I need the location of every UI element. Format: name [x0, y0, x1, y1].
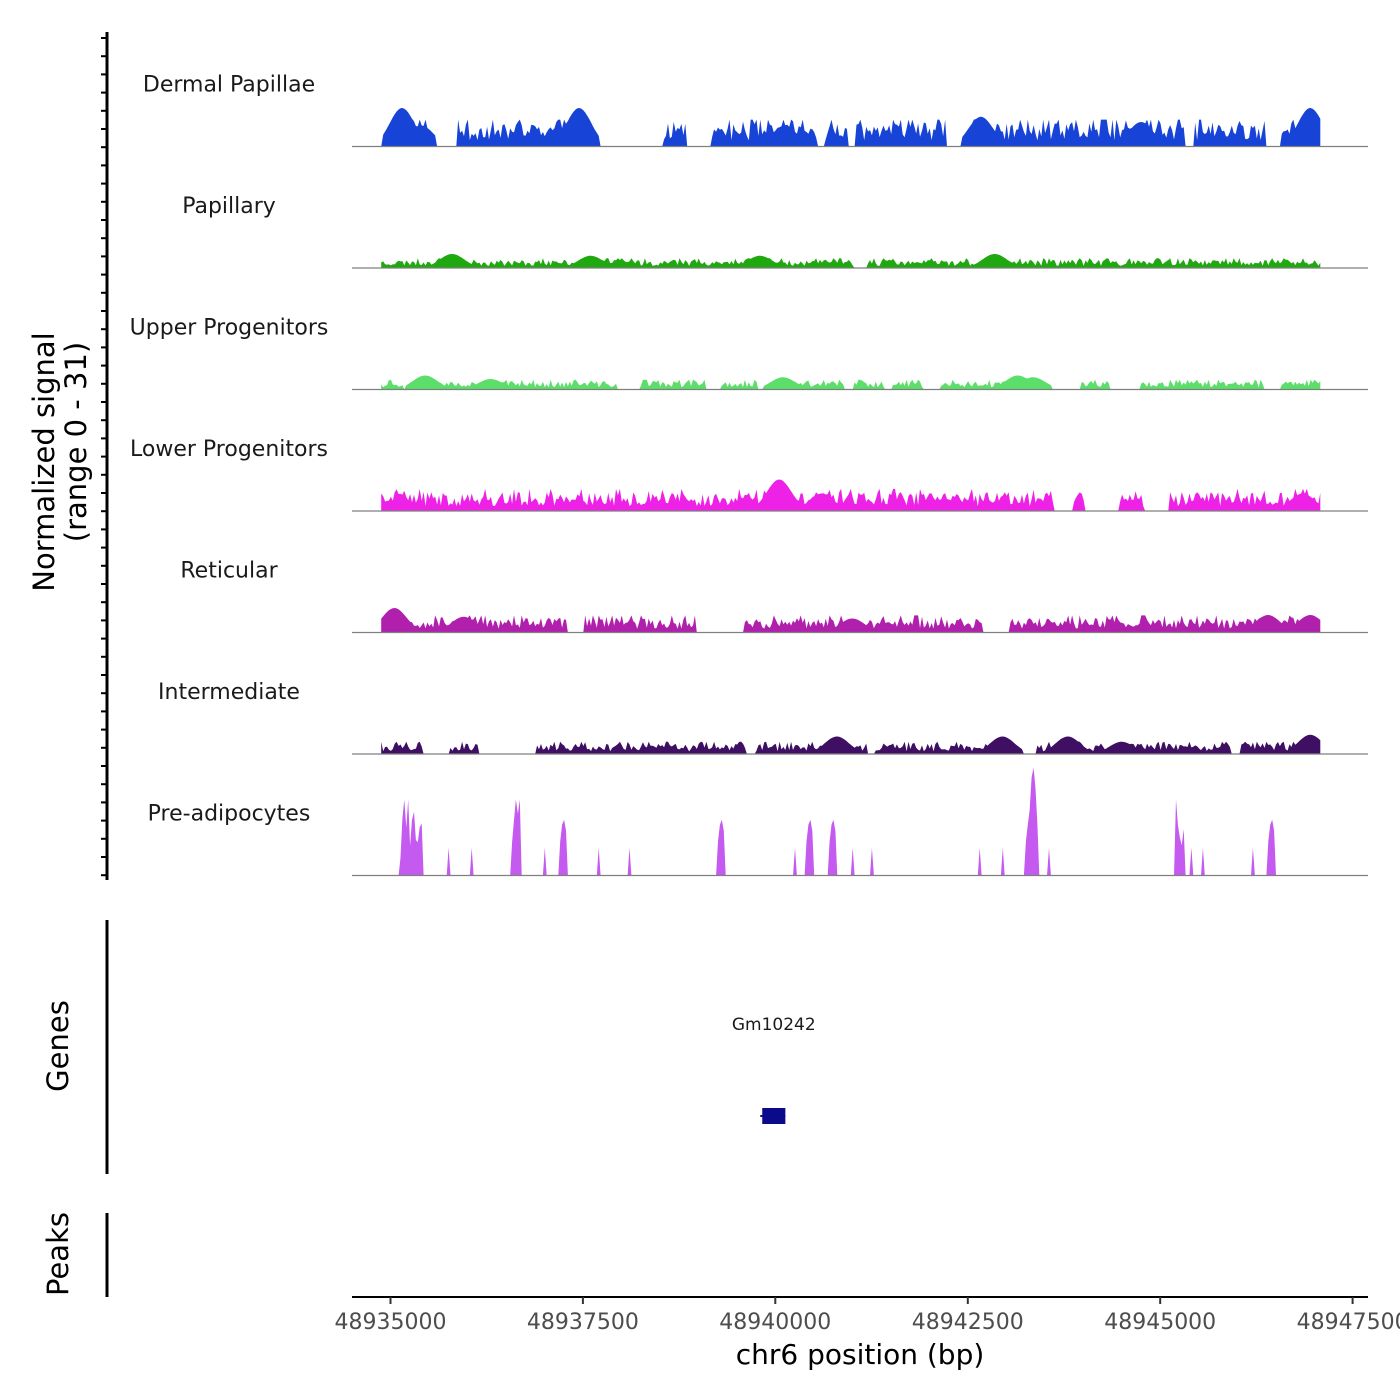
coverage-area [381, 608, 1321, 633]
coverage-area [381, 108, 1321, 147]
x-axis: 48935000 48937500 48940000 48942500 48945000… [335, 1297, 1400, 1335]
y-axis-title: Normalized signal [27, 332, 61, 591]
track-label: Intermediate [158, 680, 300, 705]
coverage-area [381, 767, 1321, 876]
x-tick-label: 48940000 [719, 1310, 831, 1335]
track-papillary: Papillary [182, 194, 1368, 269]
peaks-track-title: Peaks [41, 1212, 75, 1296]
x-tick-label: 48935000 [335, 1310, 447, 1335]
x-tick-label: 48945000 [1104, 1310, 1216, 1335]
track-intermediate: Intermediate [158, 680, 1368, 755]
y-axis-range-label: (range 0 - 31) [59, 342, 93, 542]
genes-track-title: Genes [41, 1000, 75, 1092]
coverage-area [381, 375, 1321, 390]
coverage-area [381, 479, 1321, 511]
track-upper-progenitors: Upper Progenitors [130, 316, 1368, 391]
genes-track: Gm10242 [732, 1015, 816, 1124]
track-lower-progenitors: Lower Progenitors [130, 437, 1368, 512]
track-label: Papillary [182, 194, 276, 219]
x-axis-title: chr6 position (bp) [736, 1338, 985, 1371]
track-label: Reticular [180, 559, 278, 584]
track-pre-adipocytes: Pre-adipocytes [148, 767, 1368, 877]
x-tick-label: 48947500 [1297, 1310, 1400, 1335]
track-label: Upper Progenitors [130, 316, 329, 341]
track-label: Dermal Papillae [143, 73, 315, 98]
x-tick-label: 48942500 [912, 1310, 1024, 1335]
gene-label: Gm10242 [732, 1015, 816, 1035]
track-reticular: Reticular [180, 559, 1368, 634]
coverage-tracks: Dermal Papillae Papillary Upper Progenitor… [130, 73, 1368, 877]
track-dermal-papillae: Dermal Papillae [143, 73, 1368, 148]
coverage-area [381, 734, 1321, 754]
gene-exon [762, 1108, 786, 1124]
track-label: Lower Progenitors [130, 437, 328, 462]
x-tick-label: 48937500 [527, 1310, 639, 1335]
signal-axis [101, 32, 109, 880]
coverage-area [381, 254, 1321, 268]
track-label: Pre-adipocytes [148, 802, 311, 827]
